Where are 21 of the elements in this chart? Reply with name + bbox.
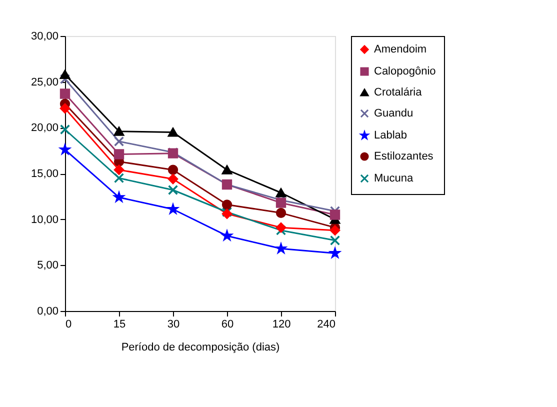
y-tick-label: 5,00 <box>37 260 58 272</box>
x-tick-label: 60 <box>221 318 234 330</box>
legend-label: Calopogônio <box>374 66 436 78</box>
x-tick-label: 240 <box>317 318 336 330</box>
y-tick-label: 0,00 <box>37 306 58 318</box>
y-tick-label: 10,00 <box>30 214 58 226</box>
x-tick-label: 0 <box>66 318 72 330</box>
x-tick-label: 120 <box>272 318 291 330</box>
y-tick-label: 20,00 <box>30 122 58 134</box>
legend-label: Estilozantes <box>374 150 434 162</box>
y-tick-label: 25,00 <box>30 76 58 88</box>
legend-label: Crotalária <box>374 86 423 98</box>
y-tick-label: 30,00 <box>30 30 58 42</box>
x-tick-label: 15 <box>113 318 126 330</box>
x-tick-label: 30 <box>167 318 180 330</box>
y-tick-label: 15,00 <box>30 168 58 180</box>
legend-label: Amendoim <box>374 44 427 56</box>
x-axis-title: Período de decomposição (dias) <box>121 342 280 354</box>
legend-label: Guandu <box>374 108 414 120</box>
legend-label: Lablab <box>374 130 408 142</box>
legend-label: Mucuna <box>374 172 414 184</box>
